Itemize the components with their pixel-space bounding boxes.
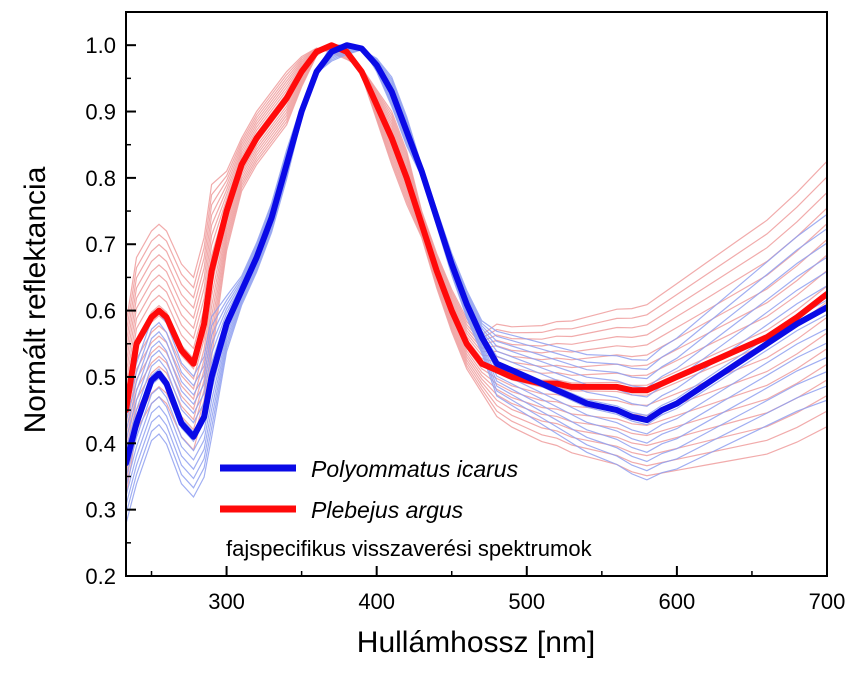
legend-label-plebejus-argus: Plebejus argus: [311, 497, 464, 523]
legend: Polyommatus icarus Plebejus argus: [220, 456, 519, 523]
series-line-plebejus-argus: [126, 42, 827, 414]
individual-spectra-group: [126, 44, 827, 524]
y-tick-label: 0.6: [85, 299, 116, 324]
chart-annotation: fajspecifikus visszaverési spektrumok: [226, 536, 593, 561]
y-tick-label: 0.5: [85, 365, 116, 390]
argus-individual-spectrum: [126, 44, 827, 497]
legend-label-polyommatus-icarus: Polyommatus icarus: [311, 456, 519, 482]
argus-individual-spectrum: [126, 44, 827, 487]
y-tick-label: 1.0: [85, 33, 116, 58]
y-tick-label: 0.3: [85, 498, 116, 523]
icarus-individual-spectrum: [126, 44, 827, 515]
x-tick-label: 300: [208, 589, 245, 614]
x-axis-title: Hullámhossz [nm]: [357, 626, 595, 659]
plot-frame: [125, 11, 828, 577]
y-axis-title: Normált reflektancia: [19, 166, 52, 433]
x-tick-label: 600: [659, 589, 696, 614]
y-tick-label: 0.2: [85, 564, 116, 589]
x-tick-label: 700: [809, 589, 846, 614]
argus-individual-spectrum: [126, 44, 827, 466]
icarus-individual-spectrum: [126, 44, 827, 524]
y-tick-label: 0.9: [85, 100, 116, 125]
y-tick-label: 0.7: [85, 232, 116, 257]
mean-spectra-group: [126, 42, 827, 467]
argus-individual-spectrum: [126, 47, 827, 336]
icarus-individual-spectrum: [126, 44, 827, 468]
icarus-individual-spectrum: [126, 46, 827, 450]
x-axis: 300 400 500 600 700: [150, 566, 846, 614]
argus-individual-spectrum: [126, 44, 827, 446]
y-tick-label: 0.4: [85, 431, 116, 456]
x-tick-label: 500: [508, 589, 545, 614]
series-line-polyommatus-icarus: [126, 42, 827, 467]
y-tick-label: 0.8: [85, 166, 116, 191]
y-axis: 0.2 0.3 0.4 0.5 0.6 0.7 0.8 0.9 1.0: [85, 33, 136, 589]
argus-individual-spectrum: [126, 44, 827, 477]
icarus-individual-spectrum: [126, 44, 827, 496]
icarus-individual-spectrum: [126, 44, 827, 487]
argus-individual-spectrum: [126, 44, 827, 456]
x-tick-label: 400: [358, 589, 395, 614]
